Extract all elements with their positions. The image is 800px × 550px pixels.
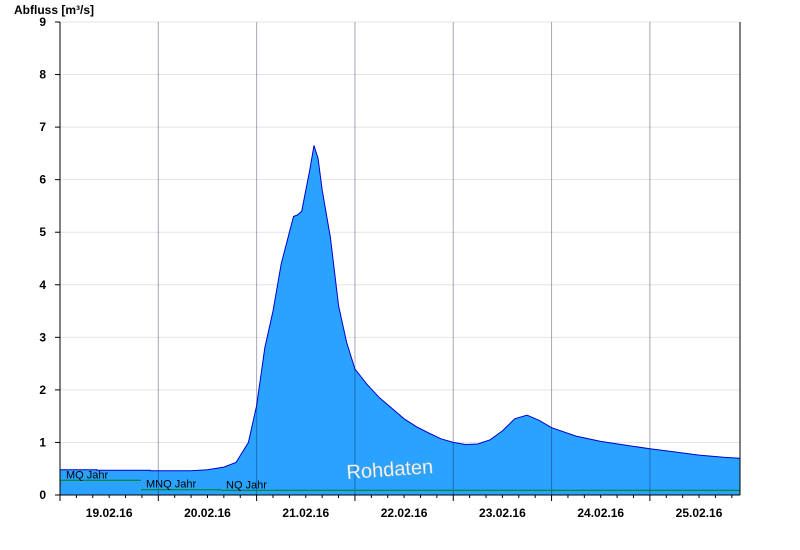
x-tick-label-2: 21.02.16 — [282, 506, 329, 520]
ref-label-1: MNQ Jahr — [146, 479, 196, 491]
y-tick-label-2: 2 — [39, 383, 46, 397]
y-tick-label-8: 8 — [39, 68, 46, 82]
ref-label-2: NQ Jahr — [226, 479, 267, 491]
reference-lines: MQ Jahr MNQ Jahr NQ Jahr — [60, 469, 740, 491]
x-tick-label-6: 25.02.16 — [676, 506, 723, 520]
discharge-area — [60, 145, 740, 495]
x-tick-labels: 19.02.16 20.02.16 21.02.16 22.02.16 23.02.16… — [59, 495, 733, 520]
area-layer — [60, 145, 741, 495]
y-tick-label-6: 6 — [39, 173, 46, 187]
y-axis-label: Abfluss [m³/s] — [14, 3, 94, 17]
y-tick-label-4: 4 — [39, 278, 46, 292]
y-tick-label-1: 1 — [39, 435, 46, 449]
y-tick-label-9: 9 — [39, 15, 46, 29]
x-tick-label-0: 19.02.16 — [86, 506, 133, 520]
y-tick-label-7: 7 — [39, 120, 46, 134]
x-tick-label-4: 23.02.16 — [479, 506, 526, 520]
y-tick-label-3: 3 — [39, 330, 46, 344]
x-tick-label-5: 24.02.16 — [577, 506, 624, 520]
grid-lines — [60, 21, 740, 443]
y-tick-label-0: 0 — [39, 488, 46, 502]
day-dividers — [157, 22, 651, 495]
ref-label-0: MQ Jahr — [66, 469, 109, 481]
axes — [59, 22, 741, 496]
x-tick-label-3: 22.02.16 — [381, 506, 428, 520]
x-tick-label-1: 20.02.16 — [184, 506, 231, 520]
y-tick-label-5: 5 — [39, 225, 46, 239]
discharge-line — [60, 145, 741, 472]
y-tick-labels: 0 1 2 3 4 5 6 7 8 9 — [39, 15, 60, 502]
